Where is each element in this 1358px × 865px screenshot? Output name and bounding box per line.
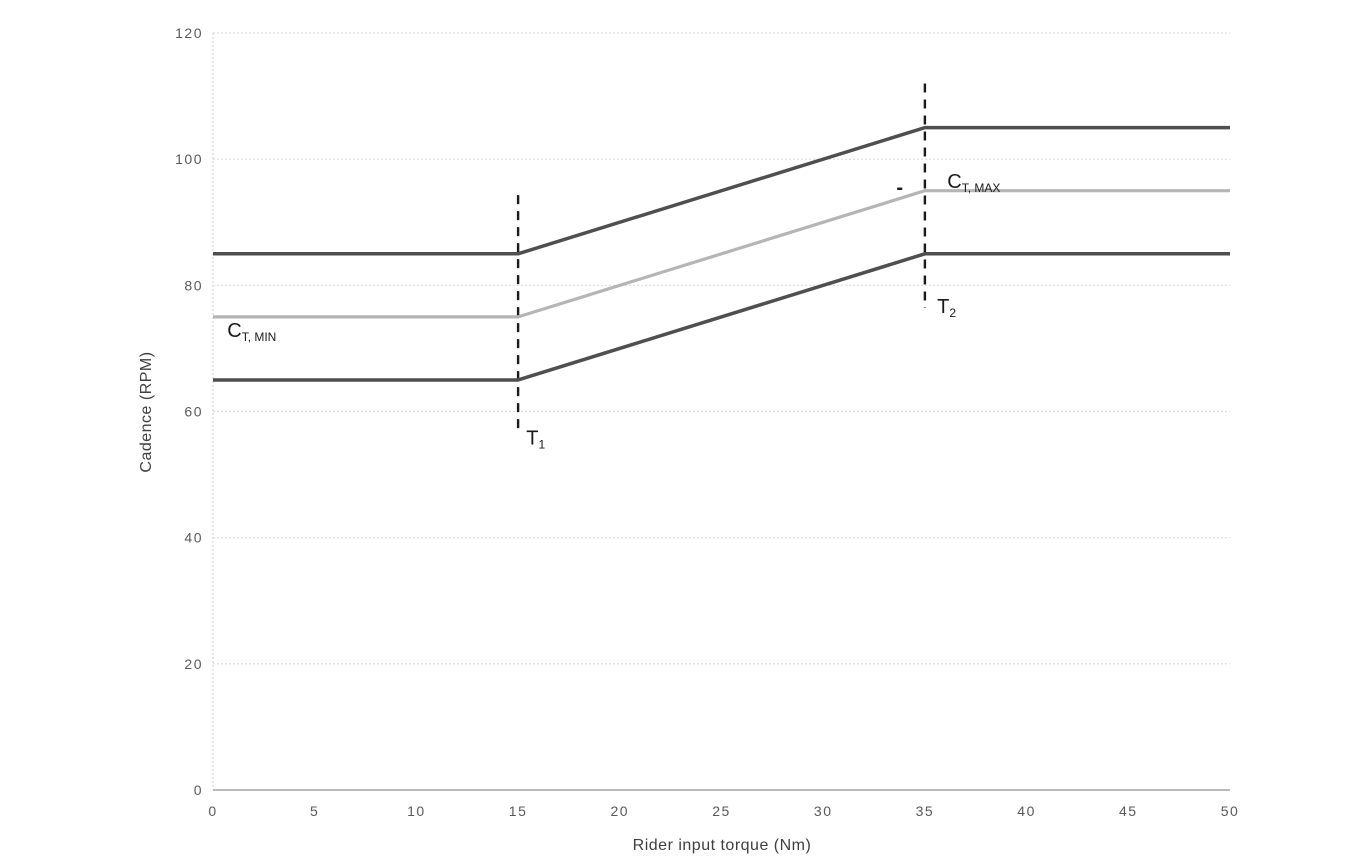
x-tick-label: 5 bbox=[310, 803, 319, 819]
series-upper-cadence-limit bbox=[213, 125, 1230, 256]
x-tick-label: 25 bbox=[712, 803, 731, 819]
series-layer bbox=[213, 125, 1230, 382]
x-tick-label: 45 bbox=[1119, 803, 1138, 819]
x-tick-label: 50 bbox=[1221, 803, 1240, 819]
x-tick-label: 20 bbox=[611, 803, 630, 819]
y-tick-label: 120 bbox=[175, 25, 203, 41]
y-tick-label: 100 bbox=[175, 151, 203, 167]
x-tick-label: 35 bbox=[916, 803, 935, 819]
y-axis-title: Cadence (RPM) bbox=[138, 351, 155, 472]
t2-label: T2 bbox=[937, 296, 956, 320]
x-tick-label: 10 bbox=[407, 803, 426, 819]
series-target-cadence bbox=[213, 189, 1230, 319]
x-tick-label: 15 bbox=[509, 803, 528, 819]
x-axis-title: Rider input torque (Nm) bbox=[633, 837, 812, 854]
x-tick-label: 30 bbox=[814, 803, 833, 819]
y-tick-label: 0 bbox=[194, 782, 203, 798]
series-lower-cadence-limit bbox=[213, 252, 1230, 382]
annotation-layer: CT, MIN CT, MAX T1 T2 - bbox=[227, 171, 1000, 451]
y-tick-label: 20 bbox=[184, 656, 203, 672]
y-tick-label: 60 bbox=[184, 404, 203, 420]
t1-label: T1 bbox=[526, 427, 545, 451]
axis-layer bbox=[212, 33, 1230, 791]
ct-max-label: CT, MAX bbox=[947, 171, 1000, 195]
y-tick-label: 80 bbox=[184, 277, 203, 293]
grid-layer bbox=[213, 32, 1230, 665]
x-tick-label: 0 bbox=[208, 803, 217, 819]
ticklabel-layer: 0 20 40 60 80 100 120 0 5 10 15 20 25 30 35 40 45 50 bbox=[175, 25, 1240, 819]
x-tick-label: 40 bbox=[1017, 803, 1036, 819]
guide-layer bbox=[516, 83, 927, 431]
y-tick-label: 40 bbox=[184, 530, 203, 546]
ct-min-label: CT, MIN bbox=[227, 320, 276, 344]
dash-mark: - bbox=[896, 177, 903, 199]
